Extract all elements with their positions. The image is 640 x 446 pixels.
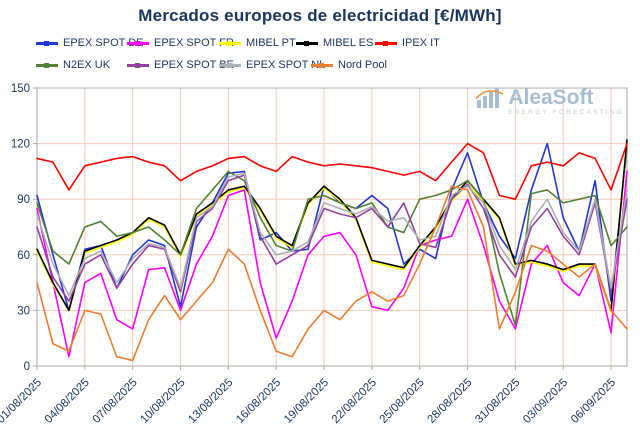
x-tick-label: 03/09/2025	[521, 377, 570, 426]
legend-label: N2EX UK	[63, 59, 111, 71]
legend-swatch-icon	[311, 62, 333, 68]
legend-item-epex-spot-nl: EPEX SPOT NL	[219, 59, 325, 71]
legend-label: EPEX SPOT BE	[154, 59, 234, 71]
legend-swatch-icon	[296, 40, 318, 46]
watermark-brand: AleaSoft	[508, 86, 594, 109]
legend-item-mibel-pt: MIBEL PT	[219, 37, 296, 49]
legend-swatch-icon	[375, 40, 397, 46]
legend-item-epex-spot-de: EPEX SPOT DE	[36, 37, 144, 49]
x-tick-label: 22/08/2025	[330, 377, 379, 426]
series-line-epex-spot-de	[36, 142, 628, 312]
legend-label: EPEX SPOT FR	[154, 37, 234, 49]
series-line-n2ex-uk	[36, 170, 628, 327]
legend-marker-icon	[227, 62, 232, 68]
chart-title: Mercados europeos de electricidad [€/MWh…	[138, 6, 502, 25]
legend-swatch-icon	[36, 62, 58, 68]
legend-marker-icon	[135, 62, 140, 68]
legend-label: EPEX SPOT NL	[246, 59, 326, 71]
series-line-epex-spot-be	[36, 174, 628, 302]
chart-plot: 0 30 60 90 120 150 01/08/202504/08/202507/08/2…	[0, 83, 628, 426]
y-tick-label: 120	[11, 139, 30, 151]
legend-label: EPEX SPOT DE	[63, 37, 144, 49]
x-tick-label: 19/08/2025	[282, 377, 331, 426]
watermark: AleaSoft ENERGY FORECASTING	[476, 86, 624, 116]
legend-marker-icon	[383, 40, 388, 46]
series-line-epex-spot-fr	[36, 170, 628, 358]
x-tick-label: 01/08/2025	[0, 377, 44, 426]
legend-marker-icon	[227, 40, 232, 46]
x-tick-label: 25/08/2025	[378, 377, 427, 426]
x-tick-label: 16/08/2025	[234, 377, 283, 426]
series-line-ipex-it	[36, 142, 628, 200]
legend-swatch-icon	[36, 40, 58, 46]
legend-item-n2ex-uk: N2EX UK	[36, 59, 127, 71]
legend-marker-icon	[44, 62, 49, 68]
series-line-mibel-es	[36, 139, 628, 312]
legend-label: MIBEL PT	[246, 37, 296, 49]
y-tick-label: 60	[17, 250, 30, 262]
x-tick-label: 07/08/2025	[91, 377, 140, 426]
legend-item-mibel-es: MIBEL ES	[296, 37, 375, 49]
y-tick-label: 150	[11, 83, 30, 95]
legend-item-epex-spot-fr: EPEX SPOT FR	[127, 37, 234, 49]
legend-swatch-icon	[127, 40, 149, 46]
legend: EPEX SPOT DE EPEX SPOT FR MIBEL PT MIBEL ES…	[36, 32, 440, 76]
y-tick-label: 0	[24, 361, 30, 373]
legend-item-ipex-it: IPEX IT	[375, 37, 440, 49]
legend-swatch-icon	[219, 62, 241, 68]
legend-swatch-icon	[127, 62, 149, 68]
legend-item-epex-spot-be: EPEX SPOT BE	[127, 59, 234, 71]
y-tick-label: 90	[17, 194, 30, 206]
x-tick-label: 06/09/2025	[569, 377, 618, 426]
x-tick-label: 04/08/2025	[43, 377, 92, 426]
x-tick-label: 28/08/2025	[425, 377, 474, 426]
aleasoft-logo-icon	[476, 88, 504, 108]
legend-item-nord-pool: Nord Pool	[311, 59, 387, 71]
legend-row: N2EX UK EPEX SPOT BE EPEX SPOT NL Nord Pool	[36, 54, 440, 76]
legend-marker-icon	[135, 40, 140, 46]
y-tick-label: 30	[17, 305, 30, 317]
legend-marker-icon	[44, 40, 49, 46]
legend-swatch-icon	[219, 40, 241, 46]
legend-label: Nord Pool	[338, 59, 387, 71]
watermark-tagline: ENERGY FORECASTING	[508, 109, 624, 116]
legend-label: IPEX IT	[402, 37, 440, 49]
x-tick-label: 10/08/2025	[138, 377, 187, 426]
legend-label: MIBEL ES	[323, 37, 374, 49]
series-line-nord-pool	[36, 185, 628, 362]
legend-marker-icon	[304, 40, 309, 46]
x-tick-label: 13/08/2025	[186, 377, 235, 426]
legend-row: EPEX SPOT DE EPEX SPOT FR MIBEL PT MIBEL ES…	[36, 32, 440, 54]
legend-marker-icon	[319, 62, 324, 68]
x-tick-label: 31/08/2025	[473, 377, 522, 426]
series-line-epex-spot-nl	[36, 172, 628, 297]
